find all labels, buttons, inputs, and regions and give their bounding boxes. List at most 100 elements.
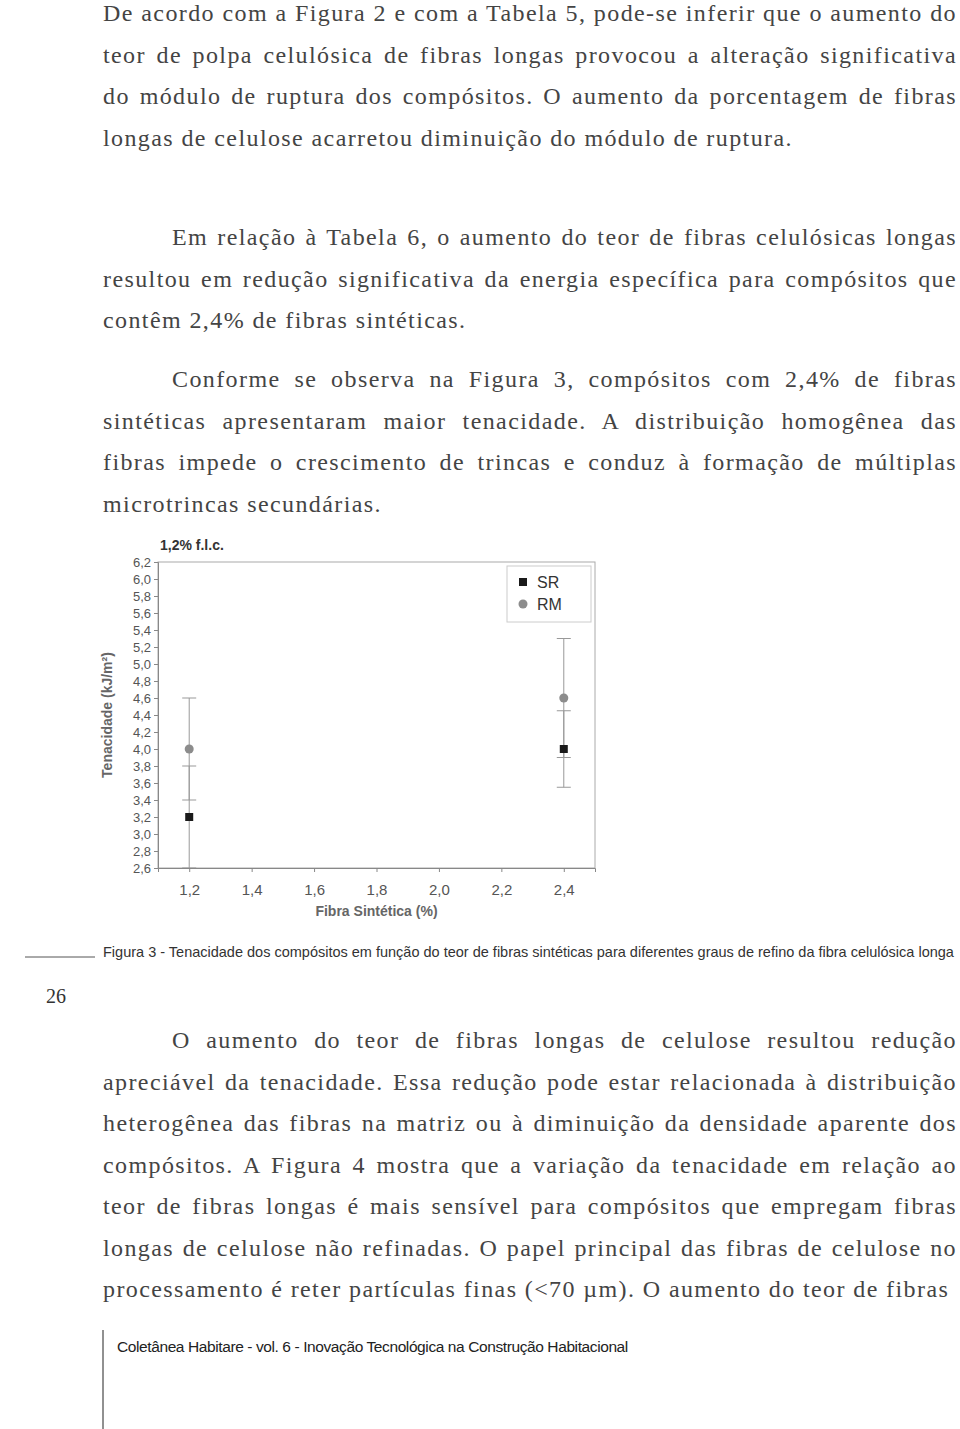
tick-label: 6,0 [133,572,151,587]
tick-label: 2,6 [133,861,151,876]
error-bar-cap [557,638,571,639]
error-bar [557,639,571,758]
tick: 3,6 [133,776,158,791]
tick-mark [154,800,158,801]
tick-label: 2,8 [133,844,151,859]
tick-mark [154,817,158,818]
series [182,639,571,801]
tick-label: 3,2 [133,810,151,825]
tick-label: 1,4 [242,881,263,898]
legend-marker [519,578,527,586]
tick: 5,8 [133,589,158,604]
tick-mark [252,868,253,872]
tick-label: 4,8 [133,674,151,689]
tick-mark [154,647,158,648]
legend-marker [519,600,528,609]
tick: 2,6 [133,861,158,876]
tick-mark [154,664,158,665]
tick: 4,0 [133,742,158,757]
tick-label: 4,6 [133,691,151,706]
page-number-rule [25,957,95,958]
tick: 2,4 [554,868,575,898]
data-point [185,813,193,821]
tick-mark [154,834,158,835]
x-axis-title: Fibra Sintética (%) [315,903,437,919]
tick-label: 5,4 [133,623,151,638]
tick: 3,8 [133,759,158,774]
tick: 5,6 [133,606,158,621]
tick-mark [154,579,158,580]
axis-line [154,563,159,869]
footer: Coletânea Habitare - vol. 6 - Inovação T… [117,1338,628,1356]
tick-label: 5,8 [133,589,151,604]
tick-mark [154,715,158,716]
page-number: 26 [46,985,66,1008]
tick-label: 1,8 [367,881,388,898]
tick-mark [314,868,315,872]
tick-mark [377,868,378,872]
tick: 4,4 [133,708,158,723]
tick-label: 3,6 [133,776,151,791]
plot-frame [158,562,595,868]
legend-label: SR [537,574,559,591]
tick: 1,4 [242,868,263,898]
x-axis: 1,2 1,4 1,6 1,8 2,0 2,2 2,4 [159,868,596,898]
tick-mark [154,749,158,750]
tick: 2,8 [133,844,158,859]
tick: 2,2 [491,868,512,898]
tick: 6,0 [133,572,158,587]
tick-mark [154,630,158,631]
tick-label: 3,8 [133,759,151,774]
error-bar-cap [557,787,571,788]
footer-rule [103,1330,104,1429]
tick: 6,2 [133,555,158,570]
tick: 5,0 [133,657,158,672]
legend-box [507,566,591,622]
tick-label: 2,2 [491,881,512,898]
tick: 3,4 [133,793,158,808]
y-axis-title: Tenacidade (kJ/m²) [99,652,115,778]
tick-label: 4,4 [133,708,151,723]
tick: 3,0 [133,827,158,842]
tick-mark [189,868,190,872]
tick: 5,4 [133,623,158,638]
series-points [185,745,568,821]
tick-label: 1,6 [304,881,325,898]
legend: SR RM [507,566,591,622]
tick-mark [154,766,158,767]
tick-label: 4,2 [133,725,151,740]
tick: 3,2 [133,810,158,825]
chart-title: 1,2% f.l.c. [160,537,224,553]
data-point [559,694,568,703]
tick-mark [154,681,158,682]
tick: 1,2 [179,868,200,898]
tick-mark [154,613,158,614]
tick: 1,8 [367,868,388,898]
tick-mark [154,698,158,699]
tick-mark [154,783,158,784]
tick-mark [154,732,158,733]
tick-mark [501,868,502,872]
legend-label: RM [537,596,562,613]
paragraph: Em relação à Tabela 6, o aumento do teor… [103,217,957,342]
error-bar-cap [182,868,196,869]
series [182,711,571,868]
tick: 1,6 [304,868,325,898]
error-bar [182,698,196,800]
tick: 4,2 [133,725,158,740]
axis-line [159,869,596,873]
tick-label: 5,0 [133,657,151,672]
tick-label: 5,2 [133,640,151,655]
tick-mark [439,868,440,872]
tick-label: 4,0 [133,742,151,757]
error-bar-cap [182,800,196,801]
tick: 5,2 [133,640,158,655]
chart: 2,6 2,8 3,0 3,2 3,4 3,6 3,8 4,0 4,2 4,4 4,6 4,8 5,0 5… [99,537,596,919]
tick-label: 5,6 [133,606,151,621]
tick-label: 3,0 [133,827,151,842]
tick-label: 6,2 [133,555,151,570]
figure-caption: Figura 3 - Tenacidade dos compósitos em … [103,941,958,963]
marks [182,639,571,869]
tick-label: 2,0 [429,881,450,898]
series-points [185,694,569,754]
